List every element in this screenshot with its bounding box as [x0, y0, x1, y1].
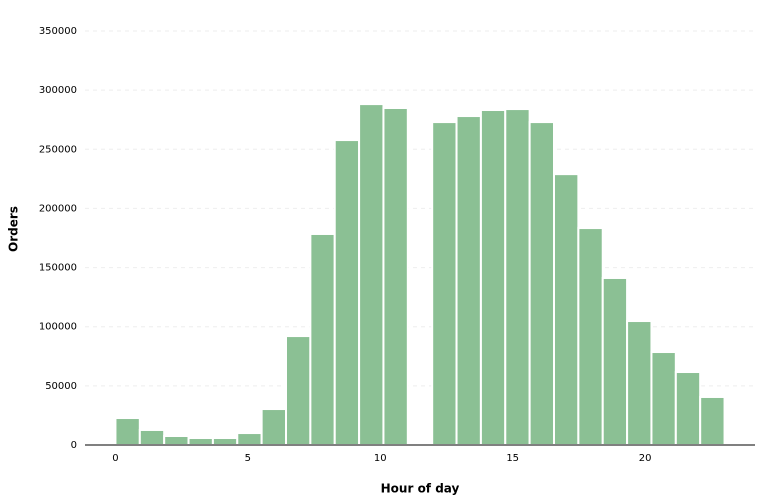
- bar: [285, 335, 312, 447]
- x-tick-label: 10: [374, 453, 387, 464]
- bar: [699, 395, 726, 447]
- bar: [309, 232, 336, 446]
- bar: [650, 351, 677, 447]
- y-tick-label: 250000: [39, 144, 77, 155]
- bar: [260, 408, 287, 446]
- x-tick-label: 5: [245, 453, 251, 464]
- bar: [601, 276, 629, 446]
- bar: [211, 437, 239, 447]
- bar: [163, 435, 190, 446]
- y-tick-label: 100000: [39, 322, 77, 333]
- y-tick-label: 0: [71, 440, 77, 451]
- y-tick-label: 50000: [45, 381, 77, 392]
- bar: [114, 417, 141, 446]
- x-tick-label: 20: [639, 453, 652, 464]
- y-tick-label: 200000: [39, 203, 77, 214]
- bar: [504, 108, 531, 446]
- bar: [553, 173, 580, 447]
- y-tick-label: 350000: [39, 26, 77, 37]
- bar: [236, 432, 263, 446]
- bar: [431, 121, 458, 447]
- bar: [138, 428, 166, 447]
- bar: [187, 437, 214, 447]
- y-tick-label: 150000: [39, 263, 77, 274]
- bar: [479, 109, 507, 446]
- x-tick-label: 15: [506, 453, 519, 464]
- bar: [577, 227, 604, 446]
- x-tick-label: 0: [112, 453, 118, 464]
- y-tick-label: 300000: [39, 85, 77, 96]
- y-axis-label: Orders: [7, 206, 21, 252]
- bar: [455, 115, 482, 447]
- bar: [674, 371, 702, 446]
- bar: [528, 121, 555, 447]
- bar: [626, 320, 653, 446]
- bar: [333, 139, 361, 447]
- x-axis-label: Hour of day: [381, 482, 460, 496]
- bar: [382, 107, 409, 446]
- bar: [358, 103, 385, 446]
